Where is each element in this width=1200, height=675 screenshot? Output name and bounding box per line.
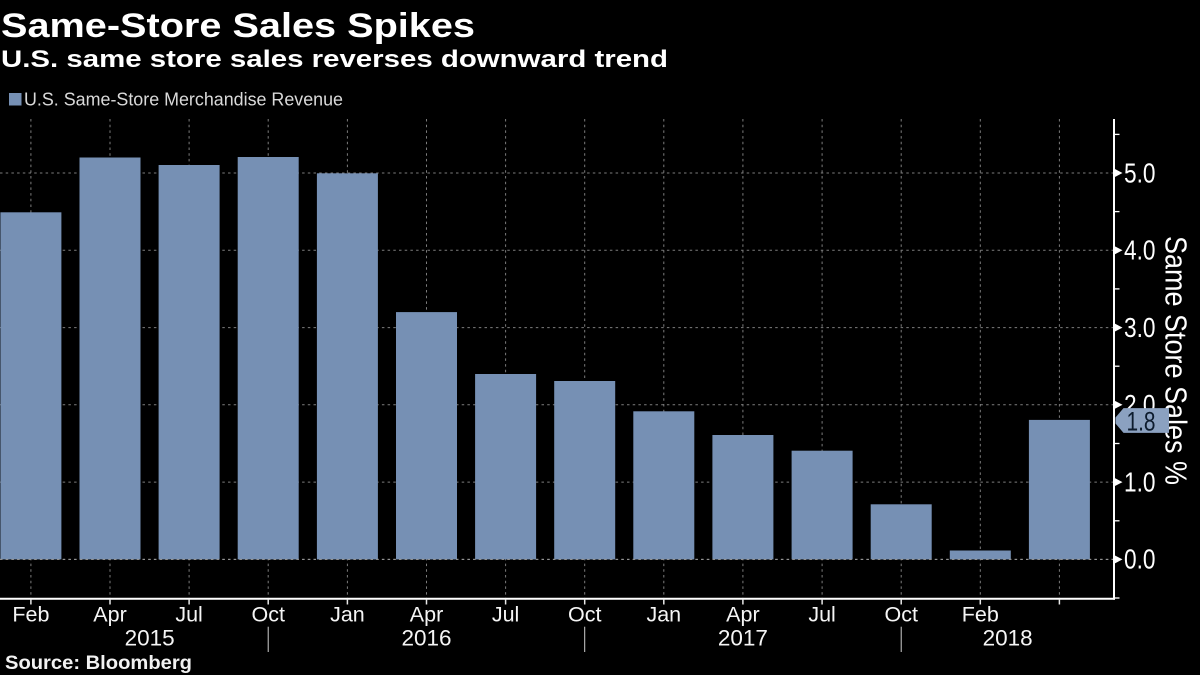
svg-text:Apr: Apr: [726, 603, 759, 627]
svg-text:5.0: 5.0: [1124, 157, 1156, 188]
svg-text:Jul: Jul: [492, 603, 519, 627]
svg-text:Feb: Feb: [12, 603, 49, 627]
svg-text:Jul: Jul: [808, 603, 835, 627]
svg-text:4.0: 4.0: [1124, 235, 1156, 266]
svg-text:Jan: Jan: [330, 603, 365, 627]
svg-text:3.0: 3.0: [1124, 312, 1156, 343]
svg-text:Apr: Apr: [93, 603, 126, 627]
svg-text:2018: 2018: [983, 626, 1033, 651]
svg-text:Source: Bloomberg: Source: Bloomberg: [5, 653, 192, 674]
svg-text:Oct: Oct: [884, 603, 917, 627]
svg-text:2017: 2017: [718, 626, 768, 651]
svg-text:Apr: Apr: [410, 603, 443, 627]
svg-text:Feb: Feb: [962, 603, 999, 627]
svg-text:Same-Store Sales Spikes: Same-Store Sales Spikes: [1, 7, 475, 45]
svg-text:U.S. Same-Store Merchandise Re: U.S. Same-Store Merchandise Revenue: [24, 90, 343, 110]
svg-text:1.8: 1.8: [1127, 406, 1156, 436]
svg-text:0.0: 0.0: [1124, 544, 1156, 575]
svg-text:U.S. same store sales reverses: U.S. same store sales reverses downward …: [1, 46, 668, 73]
svg-text:Jul: Jul: [175, 603, 202, 627]
svg-text:1.0: 1.0: [1124, 466, 1156, 497]
svg-text:Same Store Sales %: Same Store Sales %: [1159, 236, 1194, 485]
svg-text:2015: 2015: [125, 626, 175, 651]
svg-text:Jan: Jan: [646, 603, 681, 627]
svg-text:Oct: Oct: [568, 603, 601, 627]
svg-text:Oct: Oct: [251, 603, 284, 627]
svg-text:2016: 2016: [401, 626, 451, 651]
